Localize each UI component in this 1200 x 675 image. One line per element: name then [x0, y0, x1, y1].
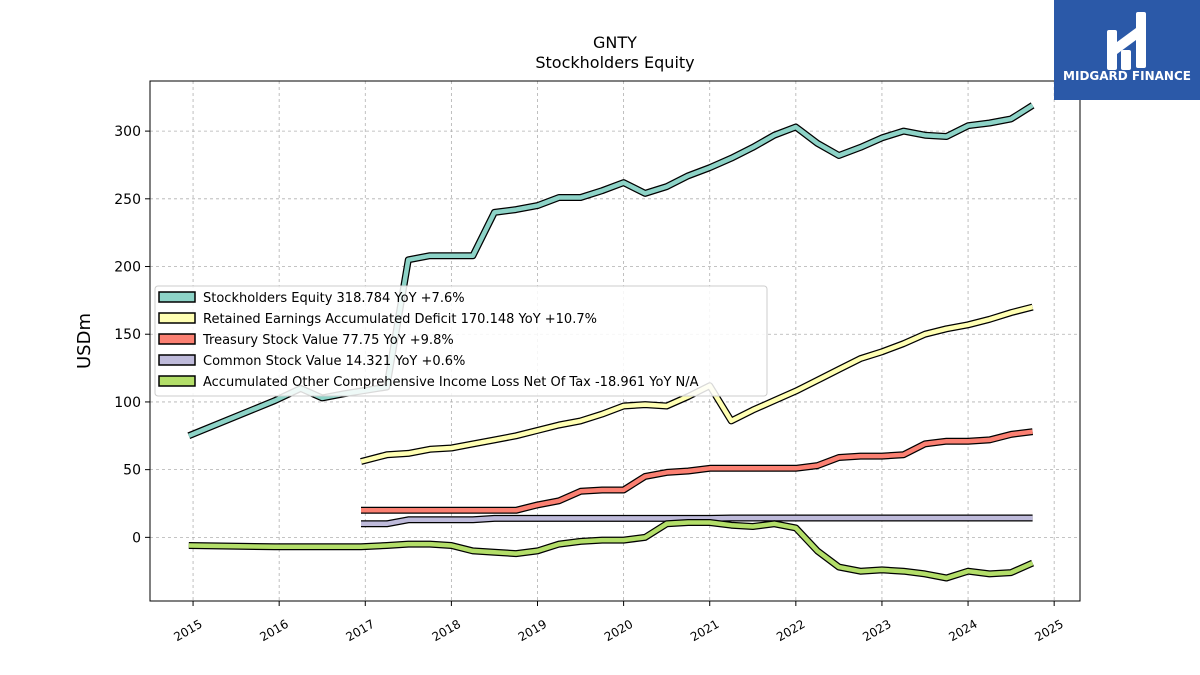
y-tick-label: 300 [114, 124, 141, 140]
y-tick-label: 200 [114, 260, 141, 276]
chart-subtitle: Stockholders Equity [535, 53, 694, 72]
legend-swatch-4 [158, 375, 196, 387]
series-line-2 [361, 429, 1033, 513]
legend-box [154, 285, 768, 397]
legend-swatch-2 [158, 333, 196, 345]
series-line-4 [188, 520, 1034, 581]
y-axis-ticks: 0 50 100 150 200 250 300 [114, 124, 150, 546]
series-line-3 [361, 515, 1033, 527]
y-tick-label: 100 [114, 395, 141, 411]
legend-label-1: Retained Earnings Accumulated Deficit 17… [203, 312, 597, 327]
legend-label-3: Common Stock Value 14.321 YoY +0.6% [203, 354, 465, 369]
plot-frame [149, 80, 1081, 602]
legend-items: Stockholders Equity 318.784 YoY +7.6% Ret… [158, 291, 699, 390]
midgard-mark-icon [1107, 12, 1146, 70]
brand-name: MIDGARD FINANCE [1063, 69, 1191, 83]
y-tick-label: 150 [114, 327, 141, 343]
legend-label-0: Stockholders Equity 318.784 YoY +7.6% [203, 291, 465, 306]
legend-label-2: Treasury Stock Value 77.75 YoY +9.8% [202, 333, 454, 348]
brand-logo: MIDGARD FINANCE [1054, 0, 1200, 100]
legend: Stockholders Equity 318.784 YoY +7.6% Ret… [154, 285, 768, 397]
legend-swatch-1 [158, 312, 196, 324]
y-tick-label: 0 [132, 530, 141, 546]
series-lines [187, 102, 1035, 582]
y-tick-label: 250 [114, 192, 141, 208]
legend-swatch-3 [158, 354, 196, 366]
legend-label-4: Accumulated Other Comprehensive Income L… [203, 375, 699, 390]
y-tick-label: 50 [123, 463, 141, 479]
y-axis-label: USDm [74, 313, 95, 369]
chart-title: GNTY [593, 33, 637, 52]
legend-swatch-0 [158, 291, 196, 303]
